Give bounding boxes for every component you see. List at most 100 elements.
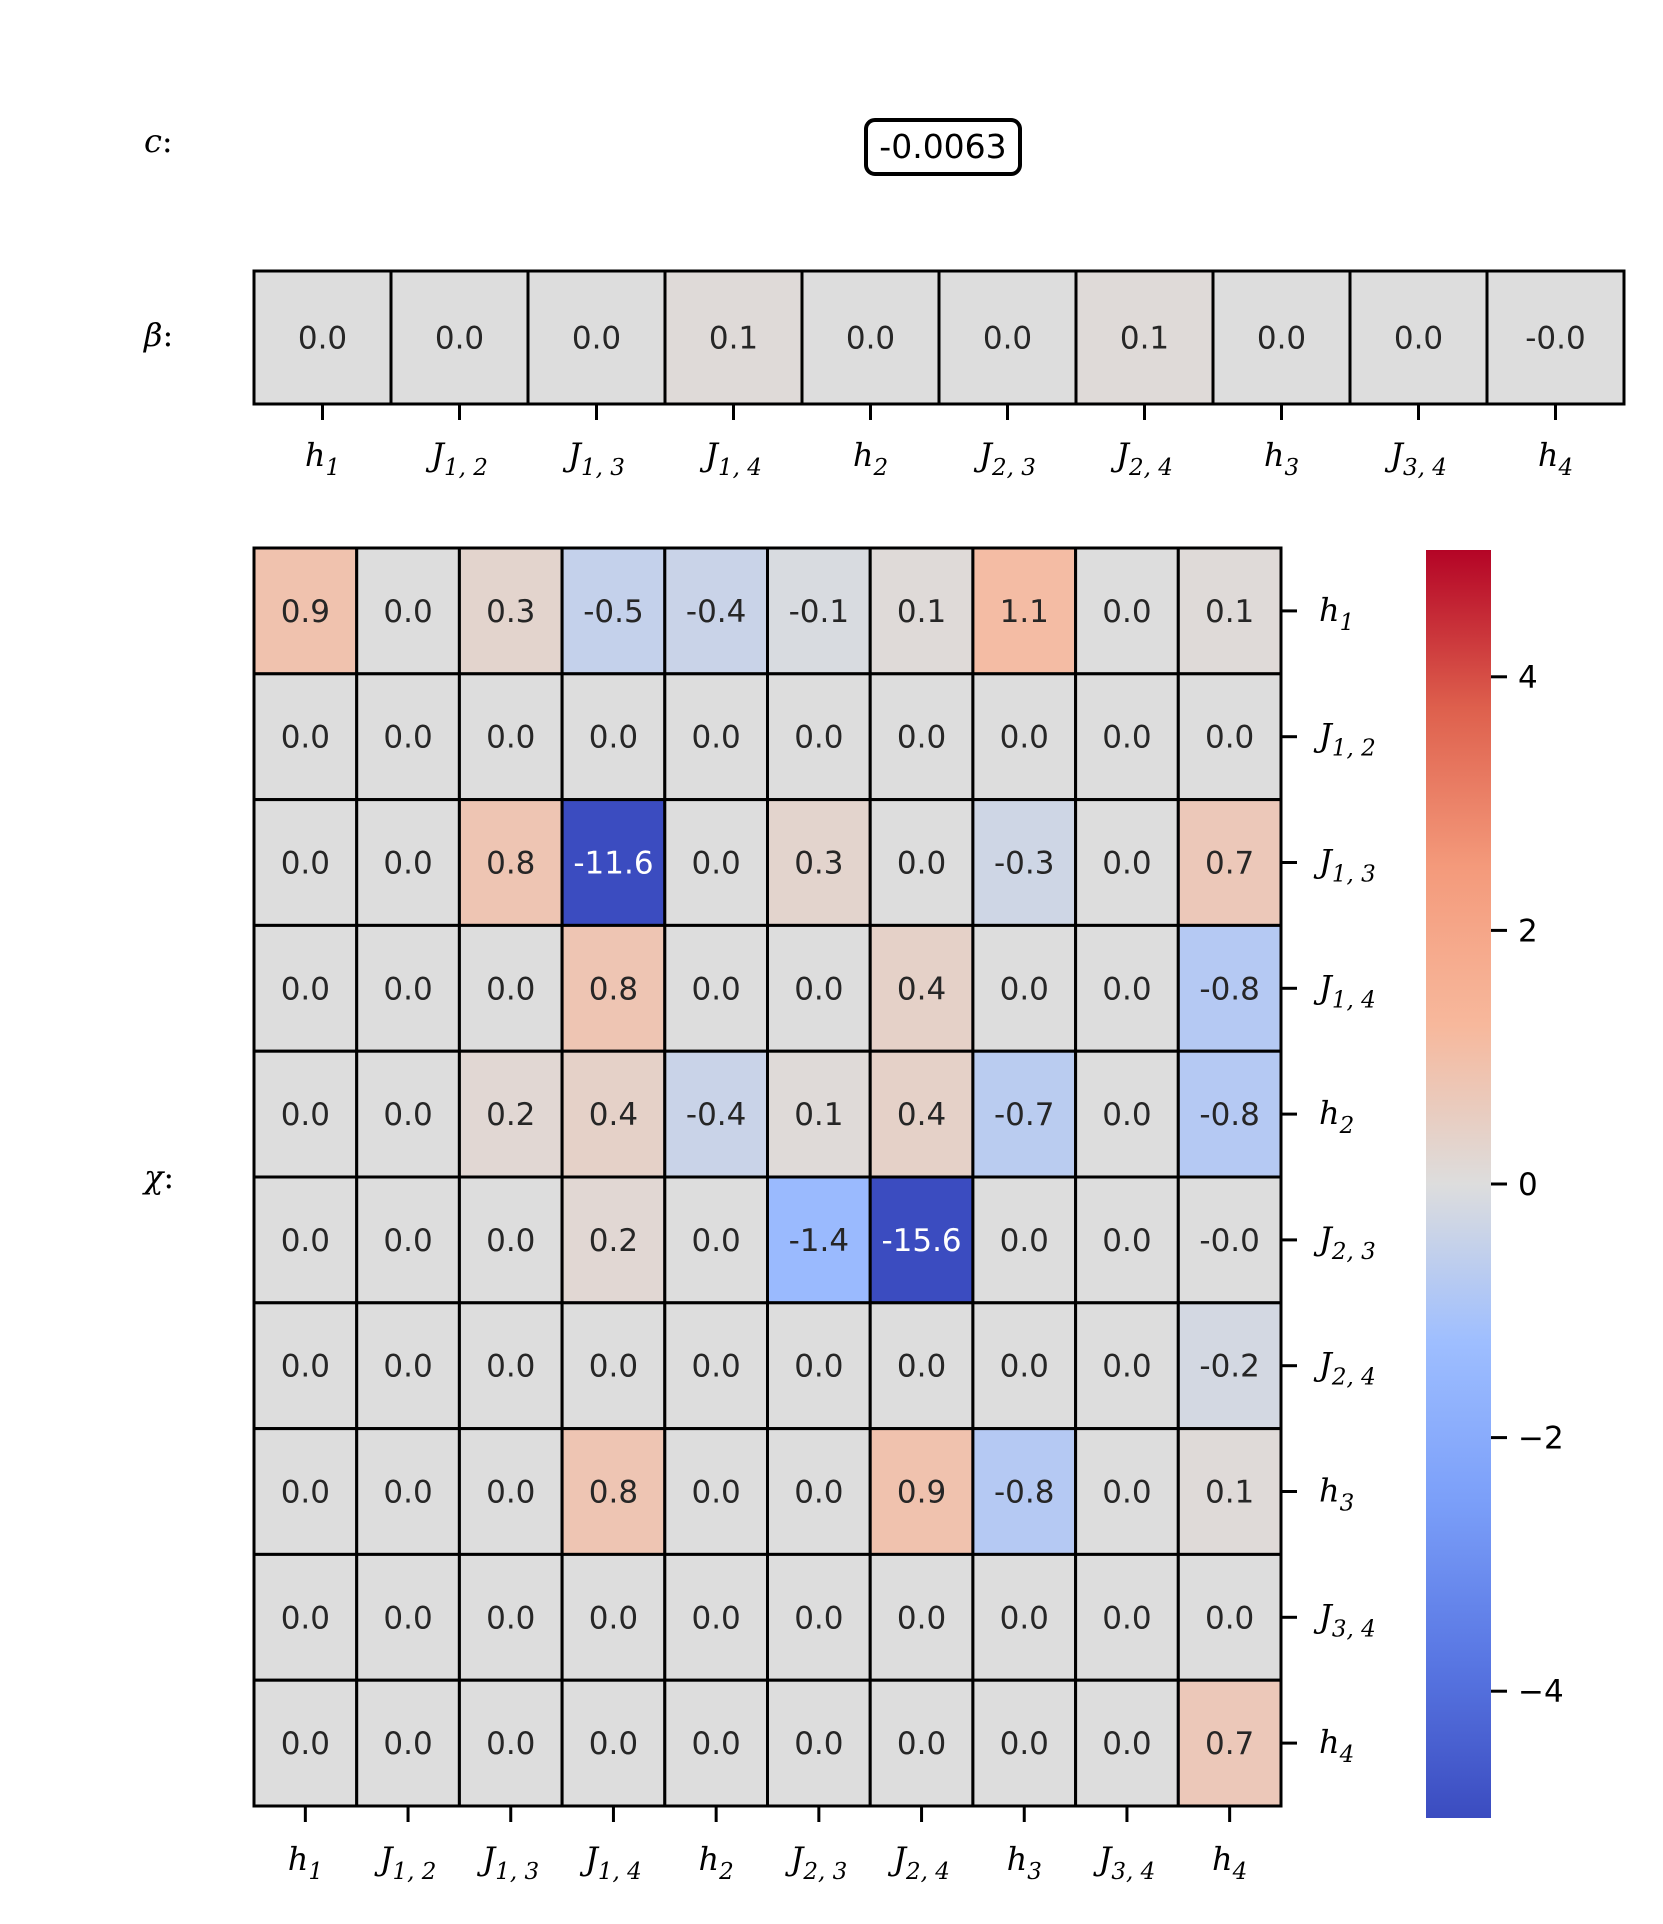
beta-x-tick-label: J3, 4 <box>1384 436 1447 481</box>
colorbar: 4 2 0 −2 −4 <box>1426 550 1564 1818</box>
chi-cell-value: 0.0 <box>1205 1600 1254 1636</box>
chi-cell <box>868 798 975 927</box>
chi-x-tick-label: h3 <box>1007 1840 1042 1885</box>
colorbar-tick-label: −2 <box>1518 1421 1564 1457</box>
chi-cell-value: 0.0 <box>897 1600 946 1636</box>
chi-cell <box>457 1301 564 1431</box>
c-value-box <box>864 118 1022 176</box>
beta-x-tick-label: h2 <box>853 436 888 481</box>
chi-cell-value: 0.0 <box>691 720 740 756</box>
chi-cell <box>1074 798 1180 927</box>
chi-cell-value: 0.1 <box>1205 1475 1254 1511</box>
chi-cell <box>971 672 1078 802</box>
chi-cell-value: 0.0 <box>383 1349 432 1385</box>
chi-cell-value: 0.0 <box>589 720 638 756</box>
chi-cell <box>355 1678 461 1808</box>
chi-cell-value: 0.0 <box>1000 1223 1049 1259</box>
chi-cell-value: -0.7 <box>994 1097 1055 1133</box>
chi-cell <box>560 1301 667 1431</box>
colorbar-tick-label: 2 <box>1518 913 1538 949</box>
chi-cell-value: 0.0 <box>1205 720 1254 756</box>
beta-cell-value: 0.0 <box>572 321 621 357</box>
chi-cell-value: 0.0 <box>897 1349 946 1385</box>
beta-x-tick-label: h3 <box>1264 436 1299 481</box>
chi-cell <box>355 1427 461 1556</box>
chi-cell <box>252 1301 359 1431</box>
chi-y-tick-label: h4 <box>1319 1723 1354 1768</box>
chi-cell-value: 0.0 <box>383 1223 432 1259</box>
chi-cell <box>1176 546 1283 676</box>
chi-cell <box>457 923 564 1053</box>
chi-cell-value: 0.0 <box>691 1726 740 1762</box>
chi-cell-value: 0.0 <box>794 720 843 756</box>
beta-cell <box>1211 269 1352 406</box>
chi-x-tick-label: h4 <box>1212 1840 1247 1885</box>
chi-y-tick-label: h3 <box>1319 1472 1354 1517</box>
c-value: -0.0063 <box>879 127 1006 166</box>
chi-cell-value: 0.4 <box>589 1097 638 1133</box>
chi-cell-value: 0.0 <box>383 1475 432 1511</box>
chi-cell <box>252 1049 359 1179</box>
chi-cell-value: 1.1 <box>1000 594 1049 630</box>
chi-cell <box>868 1175 975 1305</box>
chi-cell-value: 0.0 <box>794 1475 843 1511</box>
chi-label: χ: <box>142 1158 174 1196</box>
chi-cell <box>663 1427 769 1556</box>
chi-cell-value: 0.0 <box>1000 1726 1049 1762</box>
beta-cell-value: 0.1 <box>709 321 758 357</box>
chi-x-tick-label: h2 <box>699 1840 734 1885</box>
chi-cell-value: 0.8 <box>486 846 535 882</box>
beta-cell <box>526 269 667 406</box>
chi-cell-value: 0.0 <box>486 720 535 756</box>
chi-cell <box>663 672 769 802</box>
chi-cell-value: 0.1 <box>1205 594 1254 630</box>
chi-cell <box>252 1175 359 1305</box>
chi-cell <box>560 672 667 802</box>
chi-cell <box>971 1427 1078 1556</box>
chi-cell-value: 0.0 <box>281 1223 330 1259</box>
chi-cell-value: -0.8 <box>1199 971 1260 1007</box>
chi-cell-value: 0.7 <box>1205 1726 1254 1762</box>
chi-cell-value: 0.0 <box>1000 1600 1049 1636</box>
chi-cell-value: 0.0 <box>281 720 330 756</box>
chi-cell-value: -1.4 <box>789 1223 850 1259</box>
chi-cell-value: -0.5 <box>583 594 644 630</box>
chi-cell-value: 0.0 <box>486 971 535 1007</box>
chi-cell-value: 0.0 <box>281 1097 330 1133</box>
chi-x-tick-label: J1, 3 <box>476 1840 539 1885</box>
beta-x-tick-label: J1, 3 <box>562 436 625 481</box>
chi-cell <box>663 923 769 1053</box>
chi-cell-value: 0.0 <box>897 846 946 882</box>
chi-cell-value: 0.0 <box>1102 1600 1151 1636</box>
chi-cell-value: 0.0 <box>691 1600 740 1636</box>
chi-cell <box>766 1552 872 1682</box>
chi-cell <box>971 1049 1078 1179</box>
chi-cell-value: -0.4 <box>686 594 747 630</box>
beta-cell <box>1348 269 1489 406</box>
chi-cell <box>1074 1678 1180 1808</box>
chi-cell-value: 0.0 <box>486 1600 535 1636</box>
chi-cell <box>766 672 872 802</box>
chi-y-tick-label: h2 <box>1319 1094 1354 1139</box>
chi-cell-value: 0.2 <box>589 1223 638 1259</box>
chi-cell-value: 0.0 <box>794 971 843 1007</box>
chi-y-tick-label: J2, 4 <box>1313 1346 1376 1391</box>
chi-cell-value: -0.2 <box>1199 1349 1260 1385</box>
chi-cell-value: 0.0 <box>1102 1726 1151 1762</box>
chi-cell <box>663 1175 769 1305</box>
chi-cell <box>1176 1301 1283 1431</box>
chi-cell-value: 0.0 <box>1102 1475 1151 1511</box>
chi-cell-value: 0.9 <box>281 594 330 630</box>
chi-cell-value: 0.0 <box>1102 1097 1151 1133</box>
chi-cell-value: 0.0 <box>794 1600 843 1636</box>
chi-cell-value: 0.0 <box>589 1600 638 1636</box>
chi-cell-value: 0.0 <box>281 1726 330 1762</box>
chi-cell-value: -0.8 <box>994 1475 1055 1511</box>
chi-cell <box>457 546 564 676</box>
chi-cell-value: 0.0 <box>1000 720 1049 756</box>
chi-cell-value: 0.0 <box>794 1726 843 1762</box>
chi-cell <box>457 1175 564 1305</box>
beta-cell-value: 0.0 <box>298 321 347 357</box>
chi-cell <box>560 1427 667 1556</box>
